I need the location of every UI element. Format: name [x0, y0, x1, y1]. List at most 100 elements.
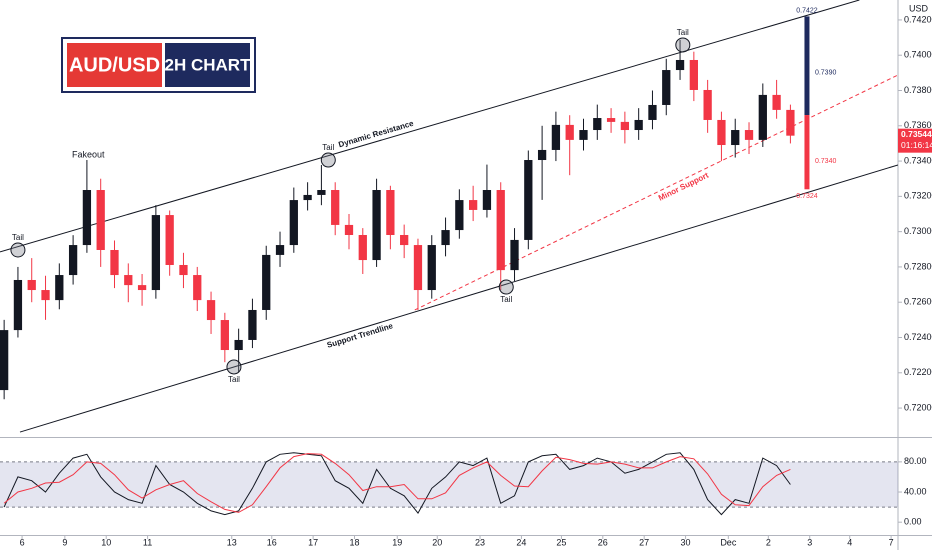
candle-body [400, 234, 409, 246]
x-tick-label: 19 [392, 537, 402, 547]
tail-label: Tail [322, 143, 334, 152]
x-tick-label: 27 [639, 537, 649, 547]
candle-body [358, 234, 367, 261]
badge-symbol-bg [67, 43, 162, 87]
x-tick-label: 17 [308, 537, 318, 547]
tail-marker [675, 37, 691, 53]
projection-label: 0.7390 [815, 70, 837, 77]
tail-marker [498, 279, 514, 295]
candle-body [689, 59, 698, 90]
candle-body [193, 275, 202, 301]
trendline [414, 74, 898, 311]
candle-body [744, 130, 754, 140]
candle-body [579, 130, 588, 140]
x-tick-label: 3 [807, 537, 812, 547]
candle-body [455, 200, 464, 231]
countdown-label: 01:16:14 [901, 140, 932, 150]
candle-body [110, 249, 119, 276]
candle-body [606, 118, 616, 122]
candle-body [441, 230, 450, 246]
candle-body [427, 245, 436, 291]
x-tick-label: 18 [350, 537, 360, 547]
last-price-box [898, 128, 932, 153]
candle-body [179, 264, 188, 276]
oscillator-line [3, 452, 791, 516]
candle-body [537, 149, 547, 161]
projection-up [804, 16, 810, 116]
oscillator-y-tick-label: 0.00 [904, 517, 922, 527]
candle-body [565, 124, 574, 140]
candle-body [55, 275, 64, 301]
projection-label: 0.7340 [815, 158, 837, 165]
candle-body [262, 254, 271, 310]
x-tick-label: 13 [227, 537, 237, 547]
candle-body [13, 279, 23, 331]
x-tick-label: 30 [681, 537, 691, 547]
candle-body [275, 245, 285, 255]
candle-body [344, 224, 354, 235]
x-tick-label: Dec [720, 537, 737, 547]
candle-body [731, 130, 740, 146]
candle-body [524, 160, 533, 240]
oscillator-line [3, 453, 791, 513]
candle-body [331, 190, 340, 225]
badge-timeframe: 2H CHART [165, 55, 252, 74]
candle-body [137, 285, 147, 291]
candle-body [372, 190, 381, 261]
candle-body [386, 190, 395, 235]
candle-body [648, 104, 657, 120]
oscillator-band [0, 461, 898, 508]
last-price-label: 0.73544 [901, 129, 932, 139]
candle-body [234, 339, 243, 351]
trendline [0, 0, 860, 253]
tail-label: Tail [228, 375, 240, 384]
candle-body [469, 200, 478, 210]
x-tick-label: 11 [143, 537, 152, 547]
candle-body [634, 119, 643, 131]
tail-marker [10, 242, 26, 258]
x-tick-label: 24 [516, 537, 526, 547]
x-tick-label: 23 [475, 537, 485, 547]
oscillator-y-tick-label: 40.00 [904, 486, 927, 496]
candle-body [510, 239, 519, 271]
candle-body [82, 190, 92, 246]
x-tick-label: 16 [267, 537, 277, 547]
candle-body [206, 300, 216, 321]
projection-label: 0.7324 [796, 193, 818, 200]
candle-body [496, 190, 505, 271]
candle-body [151, 215, 161, 291]
tail-label: Tail [500, 295, 512, 304]
tail-marker [320, 152, 336, 168]
candle-body [620, 121, 630, 131]
candle-body [27, 279, 36, 291]
x-tick-label: 10 [101, 537, 111, 547]
projection-label: 0.7422 [796, 7, 818, 14]
y-tick-label: 0.74200 [904, 14, 932, 24]
candle-body [772, 94, 781, 110]
candle-body [96, 190, 105, 250]
candle-body [289, 200, 298, 246]
candle-body [220, 320, 229, 351]
candle-body [0, 330, 9, 391]
price-pane [0, 0, 898, 433]
candle-body [248, 309, 257, 340]
candle-body [413, 245, 423, 291]
tail-marker [226, 359, 242, 375]
candle-body [165, 215, 174, 265]
chart-badge: AUD/USD 2H CHART [61, 37, 256, 93]
candle-body [41, 290, 50, 301]
x-tick-label: 7 [889, 537, 894, 547]
candle-body [317, 190, 326, 195]
x-tick-label: 2 [766, 537, 771, 547]
badge-symbol: AUD/USD [69, 54, 160, 76]
x-tick-label: 20 [432, 537, 442, 547]
x-tick-label: 4 [847, 537, 852, 547]
oscillator-y-tick-label: 80.00 [904, 456, 927, 466]
